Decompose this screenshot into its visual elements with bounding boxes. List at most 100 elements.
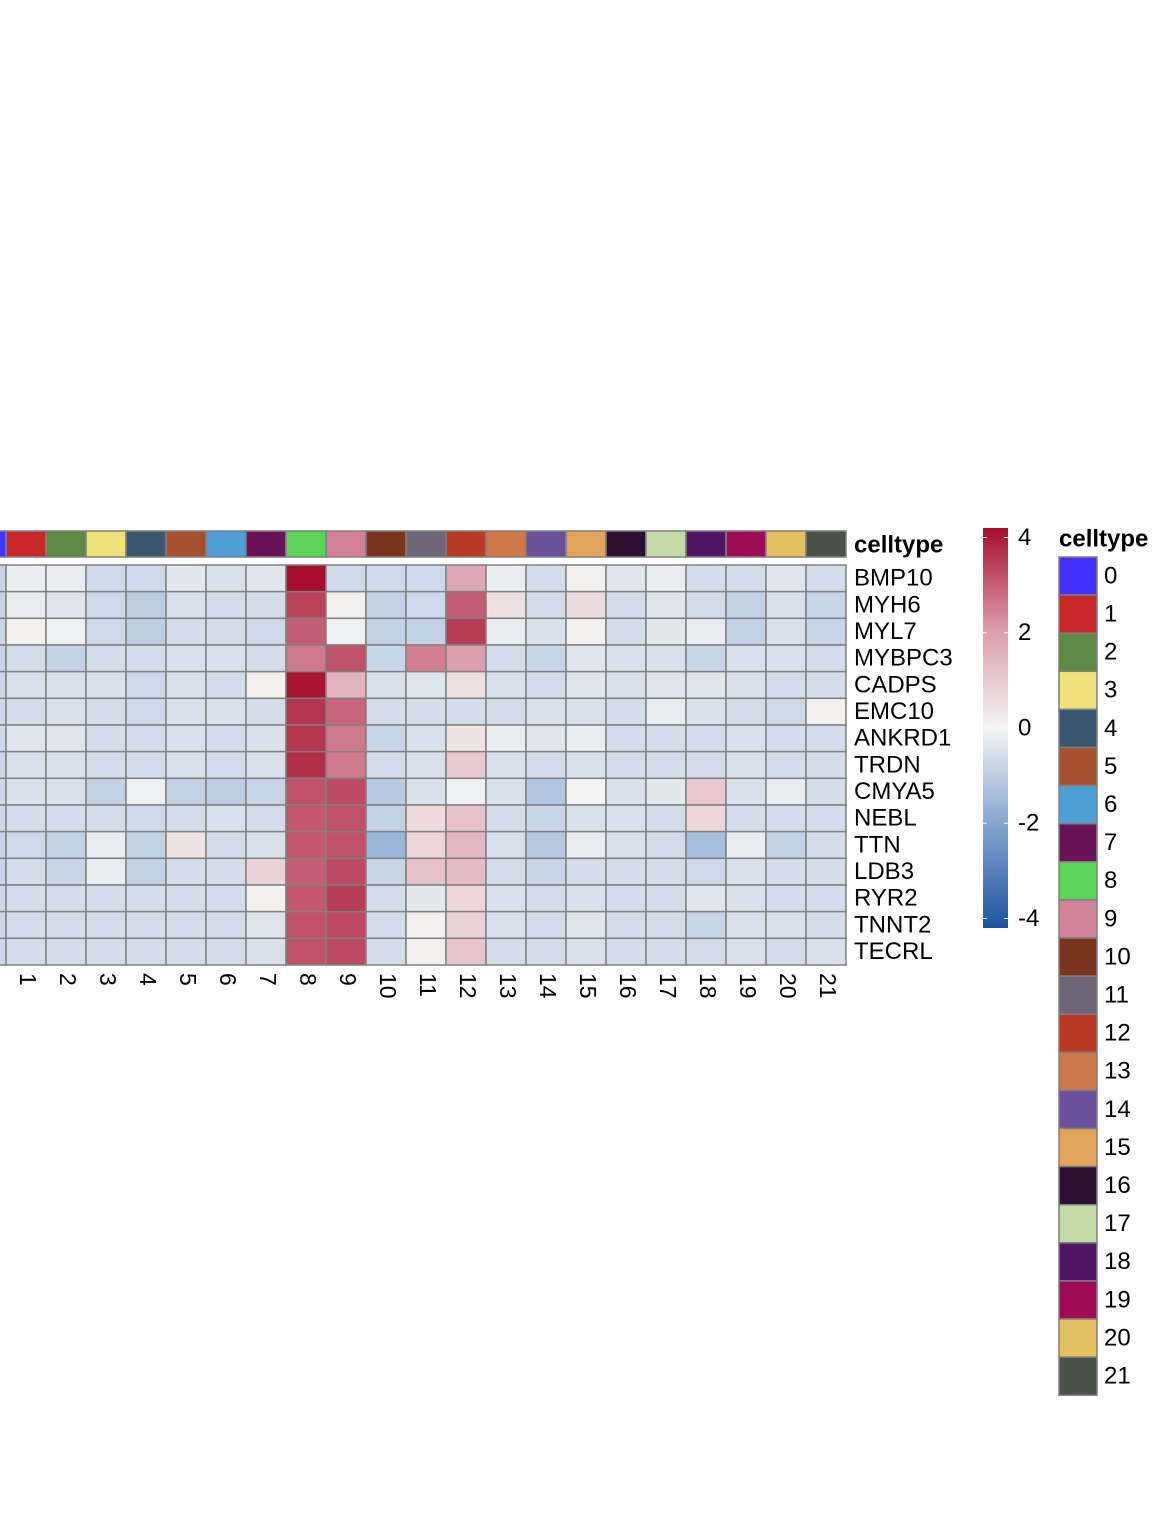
heatmap-cell — [285, 644, 327, 673]
heatmap-cell — [485, 670, 527, 700]
heatmap-cell — [165, 724, 207, 753]
heatmap-cell — [525, 697, 567, 726]
heatmap-cell — [45, 910, 87, 940]
heatmap-cell — [285, 590, 327, 620]
heatmap-cell — [245, 910, 287, 940]
heatmap-cell — [765, 670, 807, 700]
x-tick-label: 19 — [735, 973, 761, 999]
legend-label: 7 — [1104, 829, 1117, 856]
heatmap-cell — [45, 564, 87, 593]
row-label: TECRL — [854, 938, 933, 965]
heatmap-cell — [565, 857, 607, 886]
x-tick-label: 0 — [0, 973, 1, 986]
heatmap-cell — [125, 804, 167, 833]
heatmap-cell — [765, 590, 807, 620]
heatmap-cell — [0, 910, 7, 940]
heatmap-cell — [605, 724, 647, 753]
heatmap-cell — [485, 724, 527, 753]
heatmap-cell — [45, 590, 87, 620]
x-tick-label: 14 — [535, 973, 561, 999]
heatmap-cell — [5, 857, 47, 886]
heatmap-cell — [45, 937, 87, 966]
heatmap-cell — [365, 884, 407, 913]
heatmap-cell — [205, 617, 247, 646]
heatmap-cell — [685, 564, 727, 593]
annotation-cell — [0, 530, 7, 558]
heatmap-cell — [285, 910, 327, 940]
heatmap-cell — [445, 857, 487, 886]
heatmap-cell — [405, 724, 447, 753]
annotation-cell — [325, 530, 367, 558]
heatmap-cell — [325, 724, 367, 753]
heatmap-cell — [525, 564, 567, 593]
row-label: NEBL — [854, 805, 917, 832]
row-label: MYH6 — [854, 591, 921, 618]
heatmap-cell — [805, 884, 847, 913]
heatmap-cell — [645, 830, 687, 860]
heatmap-cell — [0, 590, 7, 620]
heatmap-cell — [485, 617, 527, 646]
heatmap-cell — [565, 564, 607, 593]
heatmap-cell — [85, 670, 127, 700]
heatmap-cell — [245, 777, 287, 806]
heatmap-cell — [5, 564, 47, 593]
legend-swatch — [1058, 1127, 1098, 1168]
heatmap-cell — [365, 590, 407, 620]
heatmap-cell — [5, 590, 47, 620]
legend-label: 0 — [1104, 562, 1117, 589]
heatmap-cell — [765, 617, 807, 646]
legend-label: 5 — [1104, 753, 1117, 780]
heatmap-cell — [725, 590, 767, 620]
heatmap-cell — [445, 564, 487, 593]
heatmap-cell — [85, 777, 127, 806]
heatmap-cell — [125, 617, 167, 646]
heatmap-cell — [445, 804, 487, 833]
legend-label: 19 — [1104, 1286, 1131, 1313]
heatmap-cell — [245, 697, 287, 726]
heatmap-cell — [605, 670, 647, 700]
heatmap-cell — [5, 670, 47, 700]
heatmap-cell — [525, 750, 567, 780]
legend-swatch — [1058, 937, 1098, 977]
heatmap-cell — [205, 857, 247, 886]
legend-swatch — [1058, 1318, 1098, 1358]
heatmap-cell — [45, 777, 87, 806]
heatmap-cell — [765, 777, 807, 806]
heatmap-cell — [405, 857, 447, 886]
heatmap-cell — [525, 804, 567, 833]
heatmap-cell — [565, 937, 607, 966]
heatmap-cell — [0, 644, 7, 673]
heatmap-cell — [525, 937, 567, 966]
heatmap-cell — [805, 804, 847, 833]
x-tick-label: 9 — [335, 973, 361, 986]
legend-swatch — [1058, 670, 1098, 711]
heatmap-cell — [85, 590, 127, 620]
heatmap-cell — [45, 830, 87, 860]
legend-swatch — [1058, 1051, 1098, 1092]
heatmap-cell — [0, 617, 7, 646]
heatmap-cell — [125, 697, 167, 726]
legend-label: 11 — [1104, 981, 1129, 1008]
row-label: LDB3 — [854, 858, 914, 885]
heatmap-cell — [85, 724, 127, 753]
heatmap-cell — [125, 777, 167, 806]
row-label: TTN — [854, 831, 901, 858]
annotation-cell — [605, 530, 647, 558]
heatmap-cell — [245, 884, 287, 913]
heatmap-cell — [365, 644, 407, 673]
heatmap-cell — [165, 830, 207, 860]
heatmap-cell — [165, 697, 207, 726]
heatmap-cell — [765, 724, 807, 753]
heatmap-cell — [645, 937, 687, 966]
heatmap-cell — [565, 750, 607, 780]
heatmap-cell — [565, 590, 607, 620]
legend-label: 20 — [1104, 1324, 1131, 1351]
heatmap-cell — [605, 830, 647, 860]
heatmap-cell — [365, 724, 407, 753]
heatmap-cell — [525, 910, 567, 940]
heatmap-cell — [85, 910, 127, 940]
legend-label: 13 — [1104, 1058, 1131, 1085]
annotation-cell — [445, 530, 487, 558]
legend-swatch — [1058, 1280, 1098, 1320]
